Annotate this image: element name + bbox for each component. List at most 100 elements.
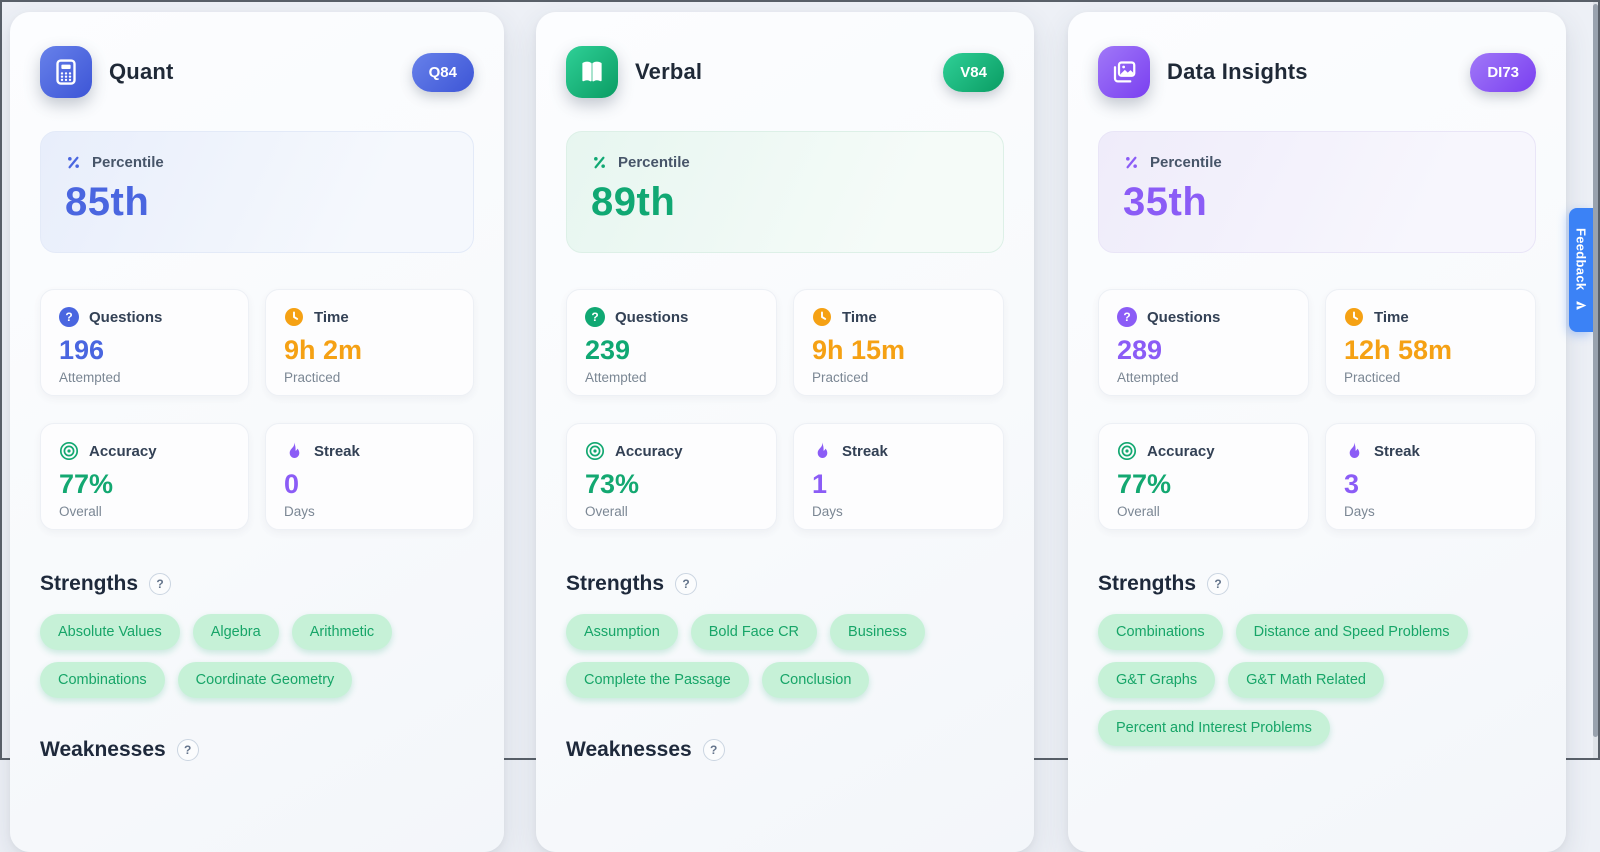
- stat-label: Questions: [89, 308, 163, 326]
- percent-icon: [65, 154, 82, 171]
- stat-label: Accuracy: [615, 442, 683, 460]
- percentile-value: 85th: [65, 180, 150, 224]
- stat-label: Time: [1374, 308, 1409, 326]
- strength-tag: Absolute Values: [40, 614, 180, 650]
- percentile-label: Percentile: [1150, 154, 1222, 171]
- stats-grid: ? Questions 289 Attempted Time 12h 58m P…: [1098, 289, 1536, 530]
- stat-sub: Overall: [59, 504, 102, 519]
- strengths-title: Strengths: [566, 572, 665, 595]
- strength-tag: G&T Math Related: [1228, 662, 1384, 698]
- stat-sub: Attempted: [585, 370, 647, 385]
- scrollbar-thumb[interactable]: [1593, 4, 1598, 738]
- stat-sub: Overall: [585, 504, 628, 519]
- target-icon: [1117, 441, 1137, 461]
- question-circle-icon: ?: [59, 307, 79, 327]
- flame-icon: [812, 441, 832, 461]
- stat-value: 9h 15m: [812, 335, 906, 365]
- feedback-label: Feedback: [1573, 228, 1589, 291]
- calculator-icon: [40, 46, 92, 98]
- stat-sub: Attempted: [59, 370, 121, 385]
- percent-icon: [591, 154, 608, 171]
- stat-value: 0: [284, 469, 300, 499]
- stat-sub: Overall: [1117, 504, 1160, 519]
- stat-sub: Days: [1344, 504, 1375, 519]
- strengths-header: Strengths ?: [40, 572, 474, 596]
- data-insights-card-header: Data Insights DI73: [1098, 46, 1536, 98]
- stat-label: Accuracy: [1147, 442, 1215, 460]
- strength-tag: Combinations: [1098, 614, 1223, 650]
- target-icon: [59, 441, 79, 461]
- stat-sub: Attempted: [1117, 370, 1179, 385]
- stat-label: Streak: [314, 442, 360, 460]
- stat-value: 3: [1344, 469, 1360, 499]
- stat-label: Time: [314, 308, 349, 326]
- clock-icon: [812, 307, 832, 327]
- stat-value: 289: [1117, 335, 1163, 365]
- strength-tag: Arithmetic: [291, 614, 393, 650]
- stat-label: Questions: [615, 308, 689, 326]
- stat-sub: Practiced: [284, 370, 341, 385]
- time-stat: Time 12h 58m Practiced: [1325, 289, 1536, 396]
- stat-sub: Days: [812, 504, 843, 519]
- score-badge: Q84: [411, 52, 474, 92]
- percentile-label: Percentile: [618, 154, 690, 171]
- card-title: Verbal: [635, 59, 703, 84]
- verbal-card-header: Verbal V84: [566, 46, 1004, 98]
- stat-sub: Practiced: [1344, 370, 1401, 385]
- percentile-box: Percentile 85th: [40, 131, 474, 253]
- weaknesses-header: Weaknesses ?: [40, 738, 474, 762]
- strength-tag: Distance and Speed Problems: [1235, 614, 1468, 650]
- help-icon[interactable]: ?: [176, 739, 199, 761]
- strengths-header: Strengths ?: [1098, 572, 1536, 596]
- help-icon[interactable]: ?: [675, 573, 698, 595]
- stat-sub: Practiced: [812, 370, 869, 385]
- strength-tag: G&T Graphs: [1098, 662, 1216, 698]
- stat-value: 73%: [585, 469, 640, 499]
- strength-tag: Conclusion: [761, 662, 870, 698]
- quant-card-header: Quant Q84: [40, 46, 474, 98]
- stats-grid: ? Questions 196 Attempted Time 9h 2m Pra…: [40, 289, 474, 530]
- images-icon: [1098, 46, 1150, 98]
- score-badge: DI73: [1470, 52, 1536, 92]
- time-stat: Time 9h 15m Practiced: [793, 289, 1004, 396]
- data-insights-card: Data Insights DI73 Percentile 35th ? Que…: [1068, 12, 1566, 852]
- paper-plane-icon: [1575, 299, 1588, 312]
- stat-value: 77%: [59, 469, 114, 499]
- target-icon: [585, 441, 605, 461]
- stat-label: Streak: [1374, 442, 1420, 460]
- stat-value: 77%: [1117, 469, 1172, 499]
- stat-label: Questions: [1147, 308, 1221, 326]
- questions-stat: ? Questions 196 Attempted: [40, 289, 249, 396]
- percentile-box: Percentile 35th: [1098, 131, 1536, 253]
- stat-label: Accuracy: [89, 442, 157, 460]
- questions-stat: ? Questions 289 Attempted: [1098, 289, 1309, 396]
- strength-tag: Coordinate Geometry: [177, 662, 353, 698]
- strength-tag: Percent and Interest Problems: [1098, 710, 1330, 746]
- strengths-header: Strengths ?: [566, 572, 1004, 596]
- question-circle-icon: ?: [1117, 307, 1137, 327]
- scrollbar-track[interactable]: [1593, 2, 1598, 758]
- accuracy-stat: Accuracy 77% Overall: [40, 423, 249, 530]
- strength-tag: Business: [830, 614, 925, 650]
- percentile-box: Percentile 89th: [566, 131, 1004, 253]
- help-icon[interactable]: ?: [702, 739, 725, 761]
- strengths-title: Strengths: [40, 572, 139, 595]
- score-badge: V84: [943, 52, 1004, 92]
- strengths-tags: Assumption Bold Face CR Business Complet…: [566, 614, 1004, 698]
- help-icon[interactable]: ?: [149, 573, 172, 595]
- streak-stat: Streak 0 Days: [265, 423, 474, 530]
- clock-icon: [284, 307, 304, 327]
- card-title: Quant: [109, 59, 174, 84]
- stat-value: 12h 58m: [1344, 335, 1453, 365]
- clock-icon: [1344, 307, 1364, 327]
- flame-icon: [1344, 441, 1364, 461]
- strength-tag: Complete the Passage: [566, 662, 749, 698]
- verbal-card: Verbal V84 Percentile 89th ? Questions 2…: [536, 12, 1034, 852]
- help-icon[interactable]: ?: [1207, 573, 1230, 595]
- stat-label: Streak: [842, 442, 888, 460]
- feedback-tab[interactable]: Feedback: [1569, 208, 1593, 332]
- strength-tag: Assumption: [566, 614, 678, 650]
- strengths-tags: Absolute Values Algebra Arithmetic Combi…: [40, 614, 474, 698]
- strength-tag: Algebra: [192, 614, 279, 650]
- time-stat: Time 9h 2m Practiced: [265, 289, 474, 396]
